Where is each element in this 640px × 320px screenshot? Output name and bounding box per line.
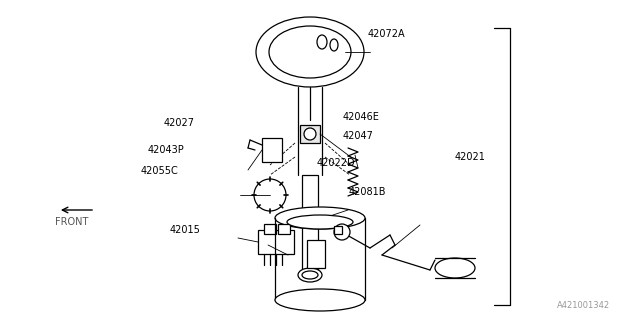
Circle shape xyxy=(334,224,350,240)
Ellipse shape xyxy=(275,289,365,311)
Text: 42027: 42027 xyxy=(163,118,194,128)
Bar xyxy=(307,240,325,268)
Text: 42081B: 42081B xyxy=(349,187,387,197)
Text: 42046E: 42046E xyxy=(342,112,380,122)
Text: 42055C: 42055C xyxy=(141,166,179,176)
Ellipse shape xyxy=(275,207,365,229)
Bar xyxy=(258,230,294,254)
Ellipse shape xyxy=(302,271,318,279)
Text: A421001342: A421001342 xyxy=(557,301,610,310)
Ellipse shape xyxy=(256,17,364,87)
Text: 42043P: 42043P xyxy=(147,145,184,156)
Text: FRONT: FRONT xyxy=(55,217,89,227)
Text: 42022D: 42022D xyxy=(317,158,355,168)
Ellipse shape xyxy=(269,26,351,78)
Bar xyxy=(278,224,290,234)
Circle shape xyxy=(304,128,316,140)
Ellipse shape xyxy=(435,258,475,278)
Ellipse shape xyxy=(298,268,322,282)
Text: 42021: 42021 xyxy=(454,152,485,162)
Ellipse shape xyxy=(317,35,327,49)
Ellipse shape xyxy=(330,39,338,51)
Circle shape xyxy=(254,179,286,211)
Text: 42072A: 42072A xyxy=(368,28,406,39)
Bar xyxy=(300,125,320,143)
Text: 42015: 42015 xyxy=(170,225,200,236)
Bar xyxy=(302,175,318,275)
Ellipse shape xyxy=(287,215,353,229)
Bar xyxy=(262,138,282,162)
Bar xyxy=(264,224,276,234)
Bar xyxy=(334,226,342,234)
Text: 42047: 42047 xyxy=(342,131,373,141)
